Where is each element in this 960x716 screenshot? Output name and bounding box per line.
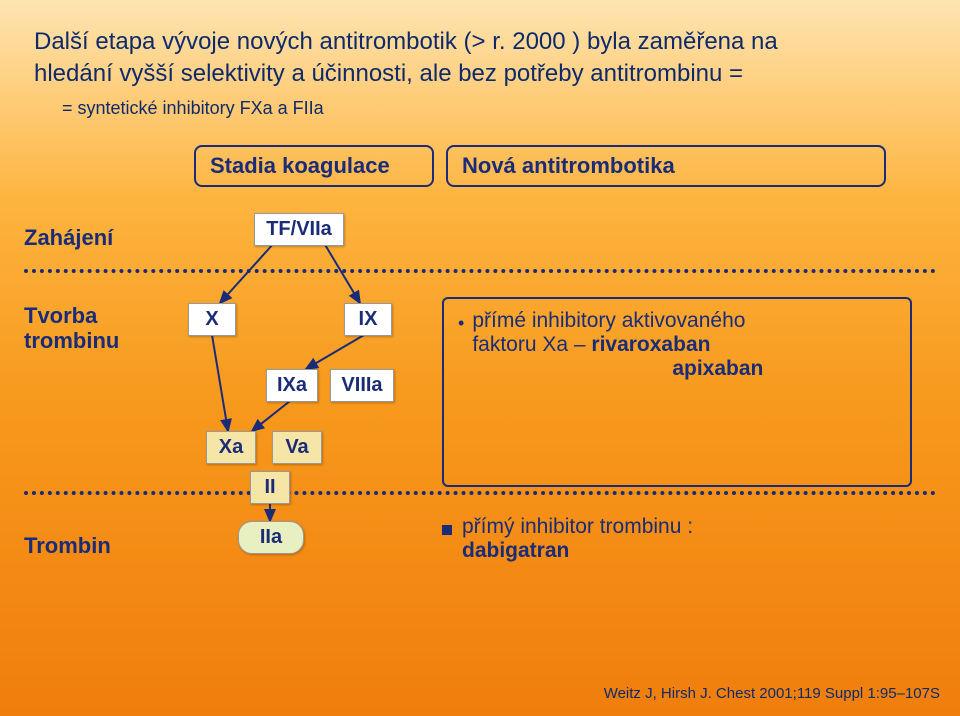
info-thrombin-text: přímý inhibitor trombinu : <box>462 515 693 538</box>
square-bullet-icon <box>442 525 452 535</box>
title-line-2: hledání vyšší selektivity a účinnosti, a… <box>34 58 926 90</box>
node-xa: Xa <box>206 431 256 464</box>
drug-dabigatran: dabigatran <box>462 539 569 562</box>
bullet-dot-icon: • <box>458 309 464 381</box>
node-x: X <box>188 303 236 336</box>
info-xa-line1: přímé inhibitory aktivovaného <box>472 309 745 332</box>
info-xa-line2-prefix: faktoru Xa – <box>472 333 591 356</box>
header-stages: Stadia koagulace <box>194 145 434 187</box>
diagram-area: Zahájení Tvorba trombinu Trombin TF/VIIa… <box>34 203 926 623</box>
node-iia: IIa <box>238 521 304 554</box>
node-ix: IX <box>344 303 392 336</box>
header-new-drugs: Nová antitrombotika <box>446 145 886 187</box>
drug-rivaroxaban: rivaroxaban <box>591 333 710 356</box>
drug-apixaban: apixaban <box>672 357 763 381</box>
header-row: Stadia koagulace Nová antitrombotika <box>194 145 926 187</box>
info-thrombin: přímý inhibitor trombinu : dabigatran <box>442 515 912 563</box>
node-ixa: IXa <box>266 369 318 402</box>
title-line-3: = syntetické inhibitory FXa a FIIa <box>34 91 926 123</box>
node-viiia: VIIIa <box>330 369 394 402</box>
citation: Weitz J, Hirsh J. Chest 2001;119 Suppl 1… <box>604 685 940 702</box>
node-va: Va <box>272 431 322 464</box>
title-block: Další etapa vývoje nových antitrombotik … <box>34 26 926 123</box>
node-ii: II <box>250 471 290 504</box>
node-tf-viia: TF/VIIa <box>254 213 344 246</box>
info-box-xa: • přímé inhibitory aktivovaného faktoru … <box>442 297 912 487</box>
title-line-1: Další etapa vývoje nových antitrombotik … <box>34 26 926 58</box>
